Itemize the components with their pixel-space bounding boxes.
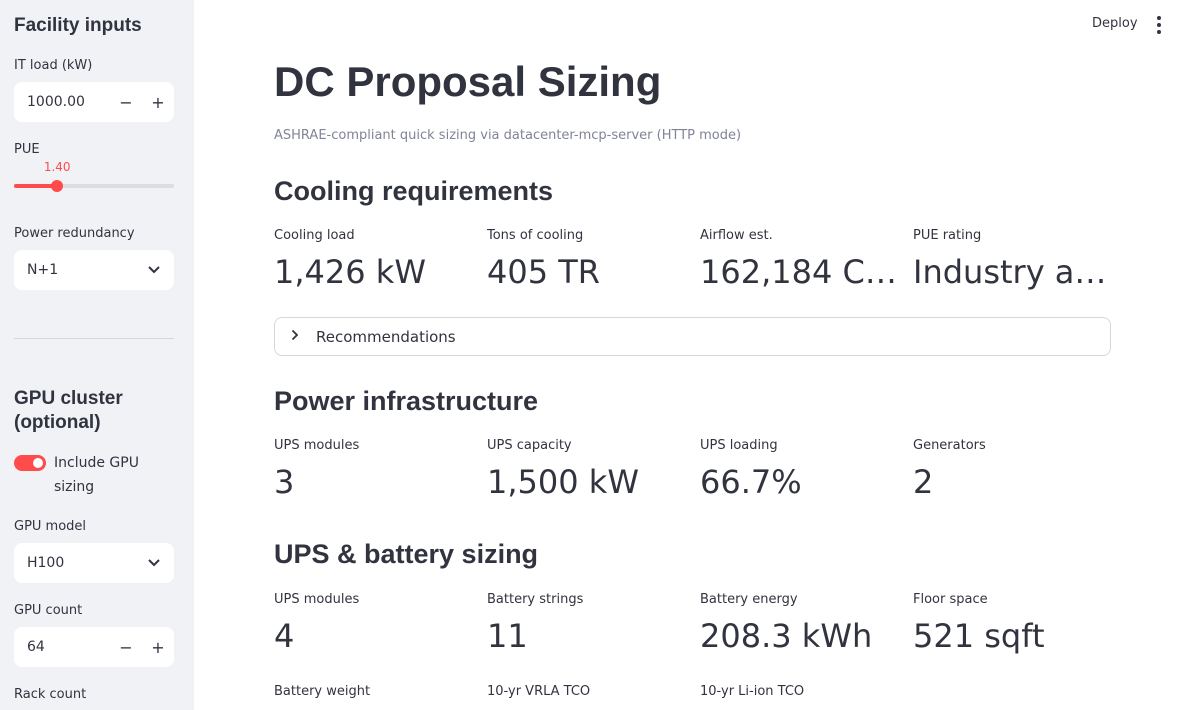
gpu-count-input[interactable]: 64 − + <box>14 627 174 667</box>
gpu-model-label: GPU model <box>14 519 87 534</box>
chevron-right-icon <box>291 329 303 345</box>
metric-label: Floor space <box>913 592 988 607</box>
metric-value: 2 <box>913 463 934 501</box>
deploy-button[interactable]: Deploy <box>1092 16 1138 31</box>
metric-value: Industry a… <box>913 253 1107 291</box>
facility-inputs-heading: Facility inputs <box>14 15 142 36</box>
gpu-count-value[interactable]: 64 <box>27 639 45 655</box>
metric-value: 66.7% <box>700 463 802 501</box>
pue-slider-value: 1.40 <box>43 160 71 174</box>
gpu-model-selected: H100 <box>27 555 65 571</box>
page-caption: ASHRAE-compliant quick sizing via datace… <box>274 128 742 143</box>
it-load-value[interactable]: 1000.00 <box>27 94 85 110</box>
metric-label: UPS modules <box>274 438 360 453</box>
power-heading: Power infrastructure <box>274 386 539 416</box>
metric-value: 521 sqft <box>913 617 1045 655</box>
metric-value: 1,426 kW <box>274 253 426 291</box>
rack-count-label: Rack count <box>14 687 87 702</box>
power-redundancy-selected: N+1 <box>27 262 59 278</box>
power-redundancy-label: Power redundancy <box>14 226 135 241</box>
gpu-count-increment-button[interactable]: + <box>151 637 165 657</box>
metric-label: Airflow est. <box>700 228 773 243</box>
metric-label: Battery energy <box>700 592 798 607</box>
pue-slider[interactable] <box>14 180 174 192</box>
metric-label: Cooling load <box>274 228 355 243</box>
it-load-label: IT load (kW) <box>14 58 93 73</box>
gpu-count-decrement-button[interactable]: − <box>119 637 133 657</box>
metric-label: 10-yr VRLA TCO <box>487 684 591 699</box>
metric-value: 1,500 kW <box>487 463 639 501</box>
metric-value: 11 <box>487 617 528 655</box>
it-load-decrement-button[interactable]: − <box>119 92 133 112</box>
metric-label: PUE rating <box>913 228 982 243</box>
chevron-down-icon <box>148 266 160 274</box>
metric-label: UPS capacity <box>487 438 572 453</box>
sidebar: Facility inputs IT load (kW) 1000.00 − +… <box>0 0 194 710</box>
sidebar-divider <box>14 338 174 339</box>
metric-value: 4 <box>274 617 295 655</box>
metric-label: Battery weight <box>274 684 371 699</box>
metric-value: 208.3 kWh <box>700 617 873 655</box>
gpu-count-label: GPU count <box>14 603 83 618</box>
metric-label: Battery strings <box>487 592 584 607</box>
toggle-knob <box>33 458 43 468</box>
metric-value: 3 <box>274 463 295 501</box>
it-load-input[interactable]: 1000.00 − + <box>14 82 174 122</box>
metric-value: 405 TR <box>487 253 601 291</box>
power-redundancy-select[interactable]: N+1 <box>14 250 174 290</box>
kebab-menu-icon[interactable] <box>1150 14 1168 36</box>
metric-label: Generators <box>913 438 986 453</box>
metric-value: 162,184 CFM <box>700 253 910 291</box>
page-title: DC Proposal Sizing <box>274 58 662 105</box>
metric-label: 10-yr Li-ion TCO <box>700 684 805 699</box>
recommendations-label: Recommendations <box>316 327 456 346</box>
ups-heading: UPS & battery sizing <box>274 539 539 569</box>
chevron-down-icon <box>148 559 160 567</box>
it-load-increment-button[interactable]: + <box>151 92 165 112</box>
include-gpu-label: Include GPU sizing <box>54 455 139 495</box>
pue-label: PUE <box>14 142 40 157</box>
recommendations-expander[interactable]: Recommendations <box>274 317 1111 356</box>
metric-label: UPS modules <box>274 592 360 607</box>
metric-label: Tons of cooling <box>487 228 584 243</box>
gpu-model-select[interactable]: H100 <box>14 543 174 583</box>
metric-label: UPS loading <box>700 438 778 453</box>
gpu-cluster-heading: GPU cluster (optional) <box>14 388 123 433</box>
pue-slider-thumb[interactable] <box>51 180 64 192</box>
pue-slider-fill <box>14 184 58 188</box>
cooling-heading: Cooling requirements <box>274 176 554 206</box>
include-gpu-toggle[interactable] <box>14 455 46 471</box>
